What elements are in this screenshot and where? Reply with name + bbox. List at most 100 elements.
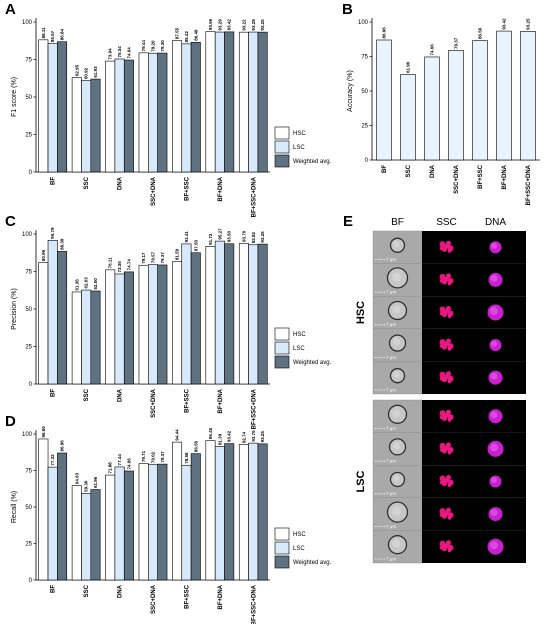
- x-tick-label-dna: DNA: [118, 584, 124, 598]
- x-tick-label-bf-plus-ssc-plus-dna: BF+SSC+DNA: [526, 164, 532, 205]
- data-label: 79.17: [141, 252, 146, 264]
- ssc-granule: [444, 341, 449, 347]
- bf-cell-nucleus: [392, 272, 401, 282]
- bf-cell-nucleus: [393, 371, 400, 378]
- y-axis-label: F1 score (%): [11, 77, 18, 117]
- panel-d: D 0 25 50 75 100 Recall (%) 96.60 77.32 86.96 BF 64…: [5, 413, 332, 624]
- y-tick-label: 0: [29, 170, 33, 176]
- ssc-granule: [439, 311, 444, 316]
- ssc-granule: [447, 549, 452, 553]
- y-axis-label: Recall (%): [11, 491, 18, 523]
- bar-bf-plus-dna-weighted-avg: [224, 243, 235, 385]
- legend-label-lsc: LSC: [293, 546, 305, 552]
- legend-label-lsc: LSC: [293, 145, 305, 151]
- data-label: 77.44: [117, 454, 122, 466]
- data-label: 79.20: [151, 40, 156, 52]
- y-tick-label: 100: [358, 20, 369, 26]
- bf-cell-nucleus: [392, 409, 401, 418]
- scale-bar-label: 7 μm: [386, 355, 396, 360]
- data-label: 86.96: [382, 27, 387, 39]
- bar-bf-hsc: [38, 39, 49, 173]
- x-tick-label-ssc: SSC: [84, 388, 90, 401]
- y-tick-label: 100: [22, 432, 33, 438]
- bar-dna-weighted-avg: [123, 271, 134, 385]
- panel-e: E BF SSC DNA HSC 7 μm 7 μm 7 μm 7 μm 7 μm LSC 7 μm 7…: [343, 213, 526, 564]
- data-label: 95.79: [50, 227, 55, 239]
- bf-cell-nucleus: [392, 442, 401, 450]
- bar-bf-plus-ssc-lsc: [181, 464, 192, 581]
- dna-nucleus-highlight: [491, 242, 497, 249]
- ssc-granule: [444, 244, 449, 249]
- bar-bf-plus-ssc-weighted-avg: [190, 252, 201, 385]
- x-tick-label-dna: DNA: [118, 388, 124, 402]
- x-tick-label-bf-plus-ssc-plus-dna: BF+SSC+DNA: [251, 176, 257, 217]
- scale-bar-label: 7 μm: [386, 290, 396, 295]
- data-label: 93.42: [227, 430, 232, 442]
- legend-swatch-hsc: [274, 327, 290, 341]
- bar-dna-lsc: [114, 466, 125, 581]
- bar-ssc-weighted-avg: [90, 489, 101, 581]
- data-label: 86.96: [60, 440, 65, 452]
- data-label: 71.88: [108, 462, 113, 474]
- x-tick-label-ssc: SSC: [84, 176, 90, 189]
- y-tick-label: 50: [25, 95, 32, 101]
- legend-swatch-weighted-avg: [274, 355, 290, 369]
- data-label: 93.76: [251, 430, 256, 442]
- data-label: 93.25: [526, 18, 531, 30]
- x-tick-label-bf-plus-ssc-plus-dna: BF+SSC+DNA: [251, 388, 257, 429]
- group-label-lsc: LSC: [355, 470, 367, 492]
- panel-letter-c: C: [5, 213, 16, 230]
- data-label: 77.32: [50, 454, 55, 466]
- ssc-granule: [439, 410, 446, 417]
- legend-label-lsc: LSC: [293, 346, 305, 352]
- x-tick-label-bf-plus-ssc: BF+SSC: [184, 584, 190, 609]
- data-label: 73.35: [117, 261, 122, 273]
- ssc-granule: [447, 314, 452, 319]
- bar-bf-plus-ssc-plus-dna-lsc: [248, 442, 259, 581]
- bar-dna-lsc: [114, 58, 125, 173]
- x-tick-label-bf-plus-ssc: BF+SSC: [478, 164, 484, 189]
- data-label: 79.44: [141, 40, 146, 52]
- data-label: 93.29: [251, 19, 256, 31]
- bar-bf-plus-dna: [496, 30, 512, 161]
- data-label: 64.63: [74, 472, 79, 484]
- bar-bf-plus-ssc-plus-dna-lsc: [248, 244, 259, 385]
- legend: HSC LSC Weighted avg.: [274, 527, 332, 569]
- data-label: 86.84: [60, 28, 65, 40]
- data-label: 74.74: [126, 259, 131, 271]
- y-tick-label: 50: [361, 89, 368, 95]
- bar-bf-plus-ssc-lsc: [181, 243, 192, 385]
- data-label: 76.11: [108, 257, 113, 269]
- bar-bf-weighted-avg: [57, 251, 68, 385]
- bar-ssc-plus-dna-hsc: [138, 463, 149, 581]
- dna-nucleus-highlight: [490, 274, 498, 282]
- data-label: 86.56: [193, 440, 198, 452]
- legend-label-weighted-avg: Weighted avg.: [293, 360, 332, 366]
- ssc-granule: [439, 371, 446, 378]
- panel-a: A 0 25 50 75 100 F1 score (%) 88.11 85.57 86.84 BF…: [5, 1, 332, 217]
- data-label: 93.25: [260, 19, 265, 31]
- ssc-granule: [444, 478, 449, 483]
- data-label: 79.30: [160, 40, 165, 52]
- data-label: 86.56: [478, 27, 483, 39]
- data-label: 74.66: [430, 44, 435, 56]
- y-tick-label: 25: [361, 124, 368, 130]
- x-tick-label-bf-plus-ssc-plus-dna: BF+SSC+DNA: [251, 584, 257, 624]
- legend-swatch-weighted-avg: [274, 154, 290, 168]
- scale-bar-label: 7 μm: [386, 257, 396, 262]
- data-label: 79.57: [151, 251, 156, 263]
- bar-bf-plus-dna-lsc: [214, 31, 225, 173]
- x-tick-label-ssc-plus-dna: SSC+DNA: [151, 584, 157, 614]
- bar-bf-hsc: [38, 262, 49, 385]
- data-label: 86.48: [193, 29, 198, 41]
- dna-nucleus-highlight: [490, 509, 498, 517]
- data-label: 81.59: [175, 248, 180, 260]
- bar-dna: [424, 56, 440, 161]
- ssc-granule: [444, 276, 449, 282]
- dna-nucleus-highlight: [490, 443, 498, 452]
- data-label: 96.60: [41, 426, 46, 438]
- bar-bf-plus-ssc-plus-dna-hsc: [238, 243, 249, 385]
- bar-ssc-lsc: [81, 289, 92, 385]
- legend-swatch-hsc: [274, 126, 290, 140]
- x-tick-label-bf-plus-ssc: BF+SSC: [184, 388, 190, 413]
